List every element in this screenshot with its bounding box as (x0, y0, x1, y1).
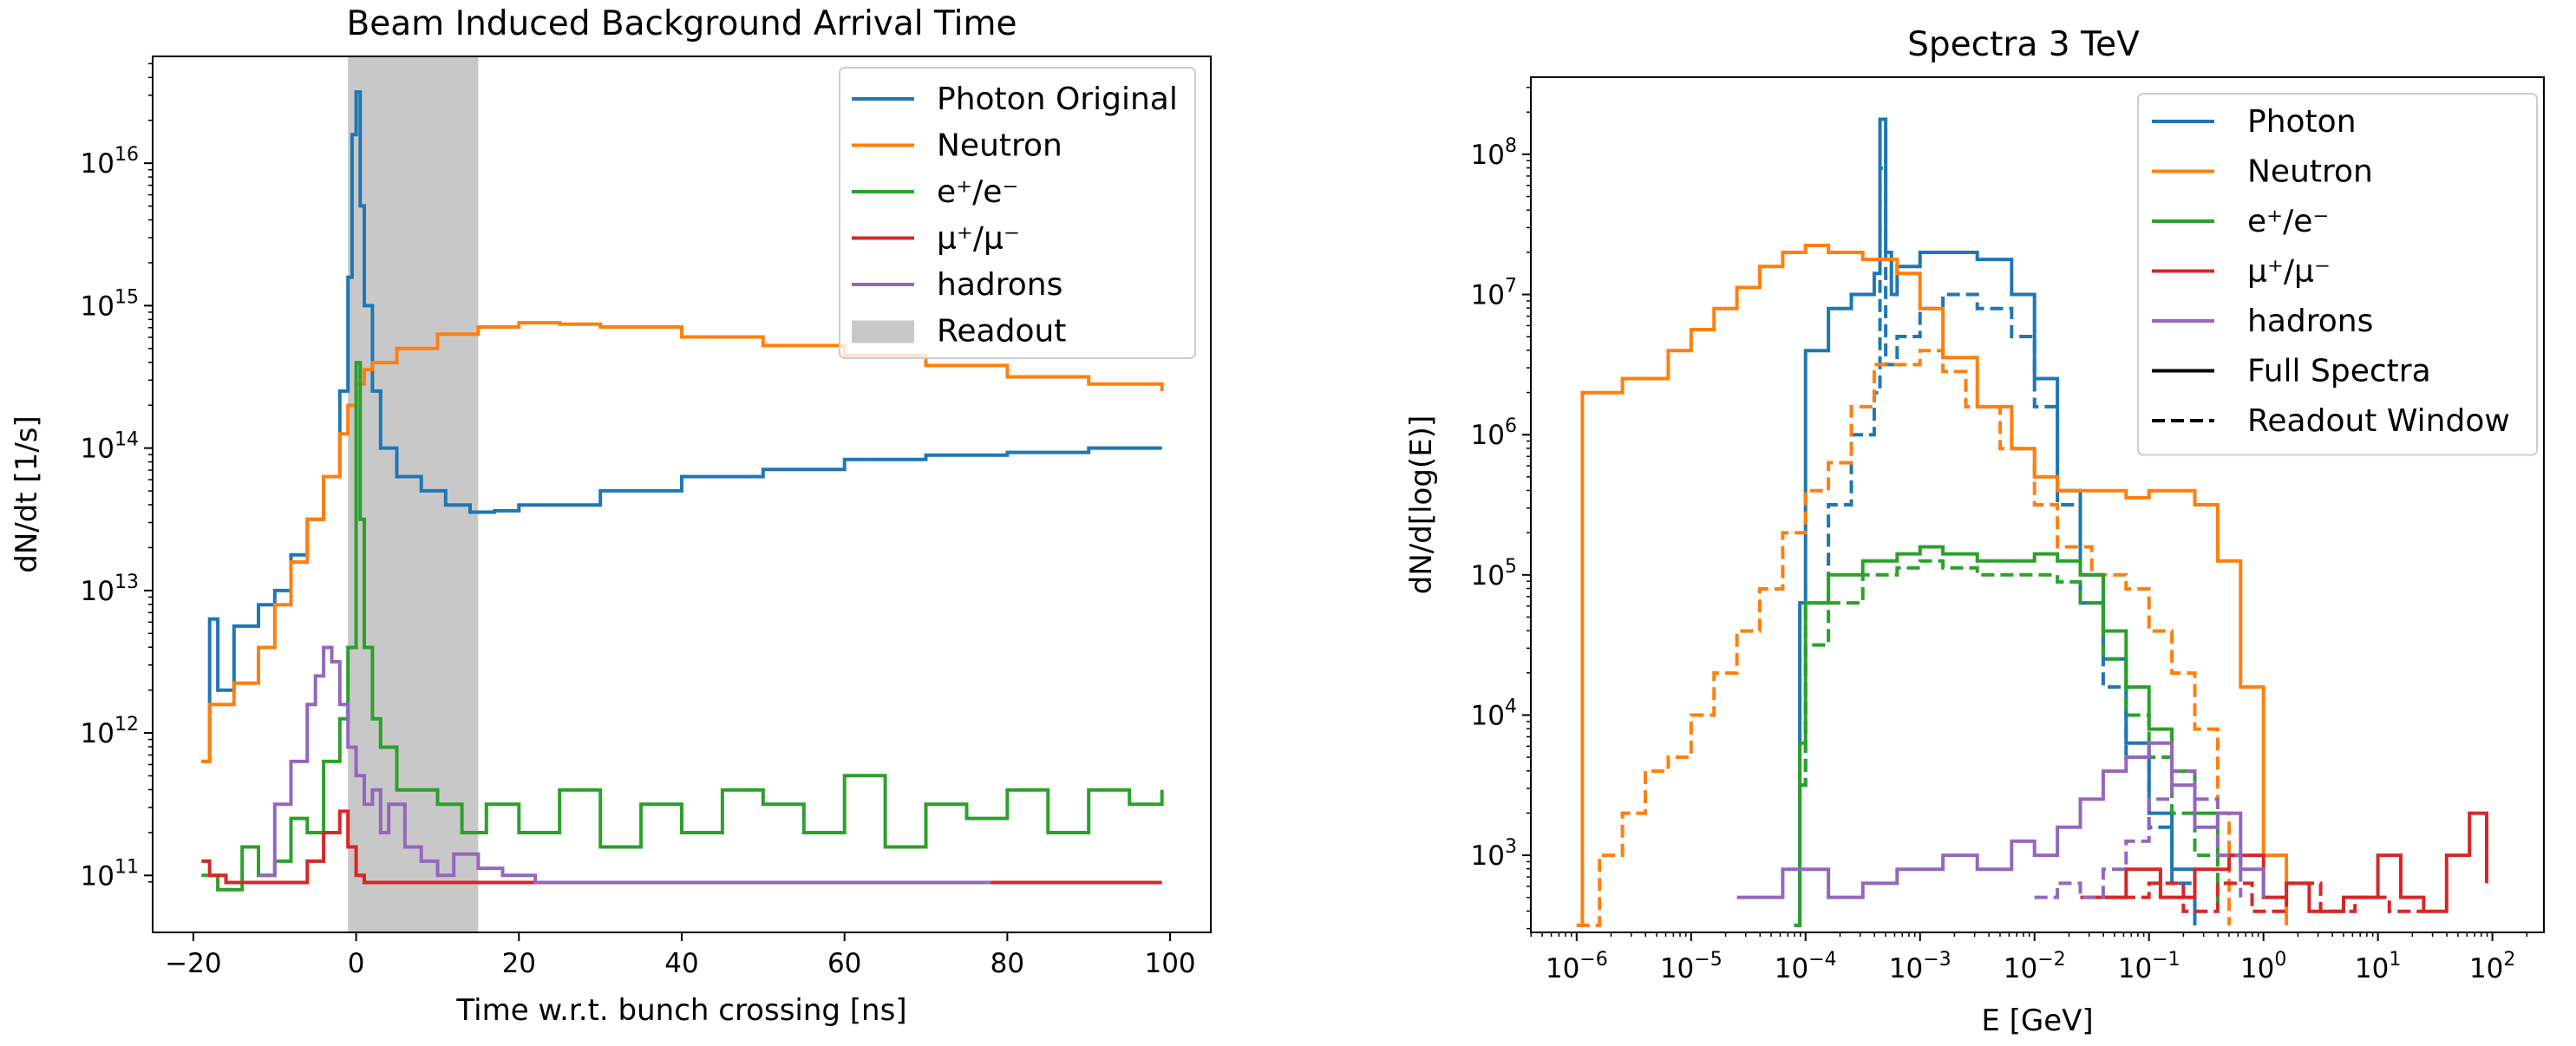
readout-window-band (348, 56, 479, 932)
y-tick-label: 1016 (81, 144, 139, 180)
y-tick-label: 103 (1471, 836, 1517, 872)
x-tick-label: 10−1 (2118, 949, 2180, 984)
spectra-y-ticks: 103 104 105 106 107 108 (1471, 87, 1531, 930)
x-tick-label: 100 (2240, 949, 2286, 984)
arrival-series-electron (201, 361, 1164, 892)
legend-box (839, 67, 1196, 359)
y-tick-label: 107 (1471, 276, 1517, 311)
y-tick-label: 106 (1471, 415, 1517, 451)
legend-box (2137, 93, 2538, 456)
y-tick-label: 1011 (81, 856, 139, 892)
x-tick-label: −20 (165, 948, 221, 979)
legend-entry-label: Photon Original (937, 82, 1178, 117)
spectra-panel: Spectra 3 TeV 10−6 10−5 10−4 10−3 10−2 10−1 10… (1404, 25, 2545, 1038)
spectra-series-neutron-readout (1576, 349, 2232, 927)
x-tick-label: 10−5 (1660, 949, 1723, 984)
arrival-time-x-axis-label: Time w.r.t. bunch crossing [ns] (455, 993, 906, 1028)
arrival-series-hadrons (258, 645, 991, 885)
arrival-time-panel: Beam Induced Background Arrival Time −20… (10, 4, 1212, 1028)
spectra-legend: Photon Neutron e⁺/e⁻ μ⁺/μ⁻ hadrons Full Spect… (2137, 93, 2538, 456)
x-tick-label: 80 (991, 948, 1024, 979)
arrival-time-y-ticks: 1011 1012 1013 1014 1015 1016 (81, 62, 153, 892)
spectra-x-ticks: 10−6 10−5 10−4 10−3 10−2 10−1 100 101 102 (1530, 932, 2528, 984)
x-tick-label: 10−6 (1546, 949, 1608, 984)
spectra-series-hadrons-readout (2034, 769, 2243, 899)
x-tick-label: 20 (502, 948, 536, 979)
legend-entry-label: μ⁺/μ⁻ (937, 221, 1020, 257)
y-tick-label: 105 (1471, 556, 1517, 592)
spectra-series-muon-readout (2102, 881, 2424, 913)
y-tick-label: 1013 (81, 572, 139, 607)
arrival-time-legend: Photon Original Neutron e⁺/e⁻ μ⁺/μ⁻ hadrons R… (839, 67, 1196, 359)
spectra-series-layer (1576, 117, 2488, 927)
legend-entry-label: Neutron (937, 128, 1062, 164)
arrival-time-y-axis-label: dN/dt [1/s] (10, 415, 44, 573)
spectra-series-photon (1794, 117, 2197, 927)
spectra-axes-frame (1530, 76, 2545, 933)
legend-entry-label: Neutron (2247, 154, 2373, 190)
x-tick-label: 10−3 (1889, 949, 1952, 984)
x-tick-label: 102 (2469, 949, 2515, 984)
spectra-series-photon-readout (1800, 167, 2197, 925)
arrival-series-neutron (201, 321, 1164, 763)
legend-entry-label: Photon (2247, 104, 2357, 140)
legend-entry-label: Readout (937, 314, 1066, 350)
y-tick-label: 1015 (81, 286, 139, 322)
x-tick-label: 10−2 (2004, 949, 2066, 984)
x-tick-label: 0 (348, 948, 365, 979)
readout-band-layer (348, 56, 479, 932)
y-tick-label: 108 (1471, 135, 1517, 171)
spectra-series-neutron (1576, 244, 2289, 927)
x-tick-label: 40 (664, 948, 698, 979)
y-tick-label: 1012 (81, 714, 139, 749)
x-tick-label: 100 (1144, 948, 1195, 979)
y-tick-label: 104 (1471, 696, 1517, 731)
arrival-series-photon-original (201, 90, 1162, 763)
x-tick-label: 60 (827, 948, 861, 979)
x-tick-label: 10−4 (1775, 949, 1837, 984)
legend-entry-label: hadrons (2247, 304, 2373, 339)
spectra-y-axis-label: dN/d[log(E)] (1404, 415, 1439, 594)
legend-entry-label: hadrons (937, 267, 1062, 303)
legend-entry-label: Full Spectra (2247, 354, 2431, 389)
arrival-time-x-ticks: −20 0 20 40 60 80 100 (165, 932, 1196, 979)
x-tick-label: 101 (2355, 949, 2401, 984)
spectra-series-hadrons (1736, 741, 2265, 899)
legend-swatch-readout (852, 320, 914, 343)
y-tick-label: 1014 (81, 429, 139, 465)
legend-entry-label: e⁺/e⁻ (2247, 204, 2329, 239)
legend-entry-label: Readout Window (2247, 403, 2510, 439)
legend-entry-label: μ⁺/μ⁻ (2247, 254, 2331, 290)
spectra-series-eelectron-readout (1800, 559, 2220, 912)
legend-entry-label: e⁺/e⁻ (937, 174, 1018, 210)
spectra-x-axis-label: E [GeV] (1981, 1004, 2093, 1038)
spectra-chart-title: Spectra 3 TeV (1907, 25, 2140, 64)
spectra-series-muon (2080, 811, 2488, 913)
arrival-time-chart-title: Beam Induced Background Arrival Time (347, 4, 1017, 43)
